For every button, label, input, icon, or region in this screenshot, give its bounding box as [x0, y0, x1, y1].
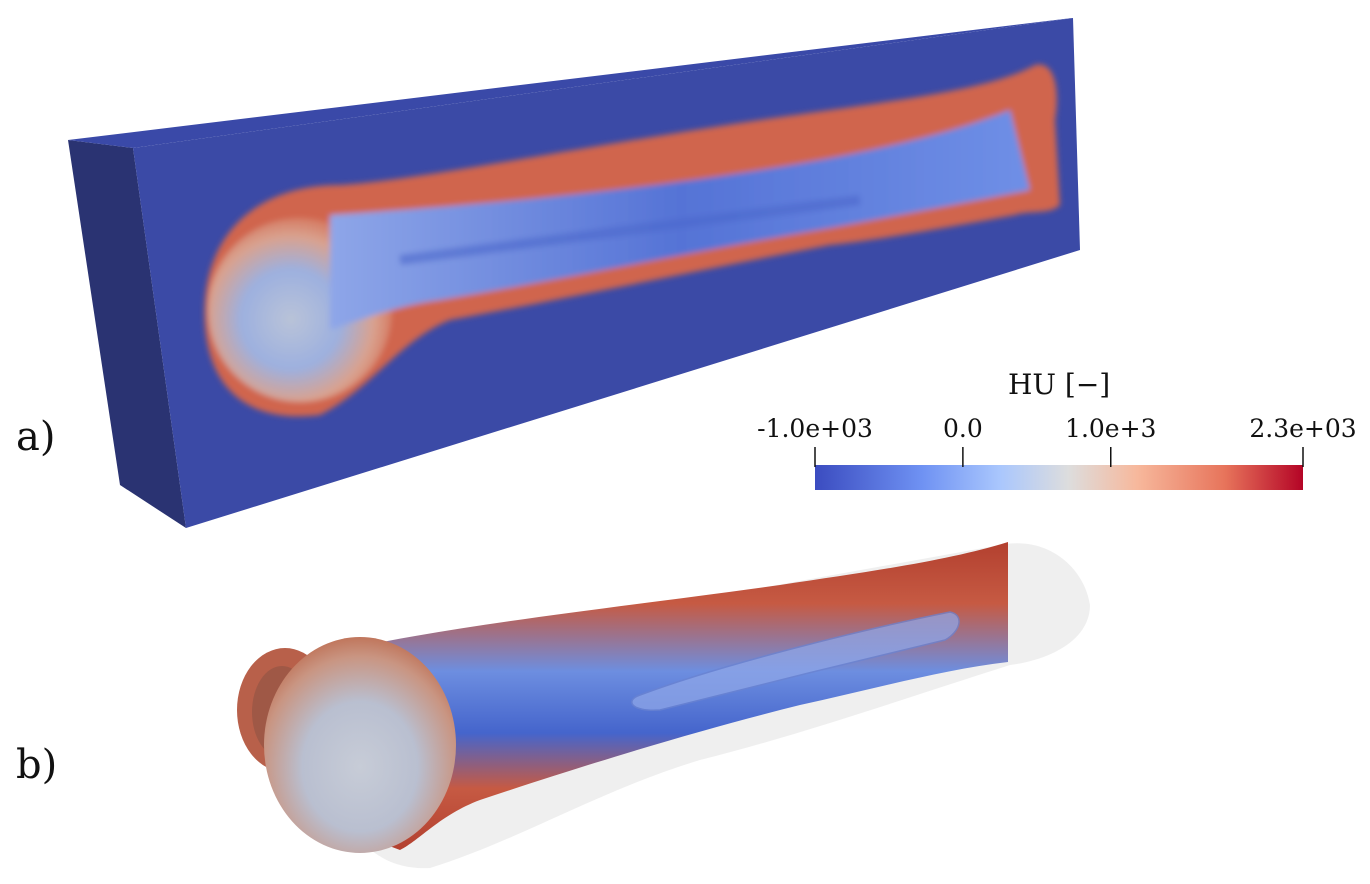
bone-surface-render — [237, 542, 1090, 869]
colorbar-tick-label-2: 1.0e+3 — [1065, 414, 1157, 443]
panel-label-a: a) — [16, 414, 56, 460]
panel-label-b: b) — [16, 742, 58, 788]
colorbar-tick-label-3: 2.3e+03 — [1249, 414, 1357, 443]
colorbar-title: HU [−] — [1008, 368, 1111, 401]
colorbar-tick-label-0: -1.0e+03 — [757, 414, 873, 443]
colorbar-tick-label-1: 0.0 — [942, 414, 983, 443]
colorbar-tick-marks — [814, 447, 1304, 467]
bone-cross-section — [204, 64, 1060, 417]
colorbar-gradient — [815, 465, 1303, 490]
colorbar — [814, 447, 1304, 490]
